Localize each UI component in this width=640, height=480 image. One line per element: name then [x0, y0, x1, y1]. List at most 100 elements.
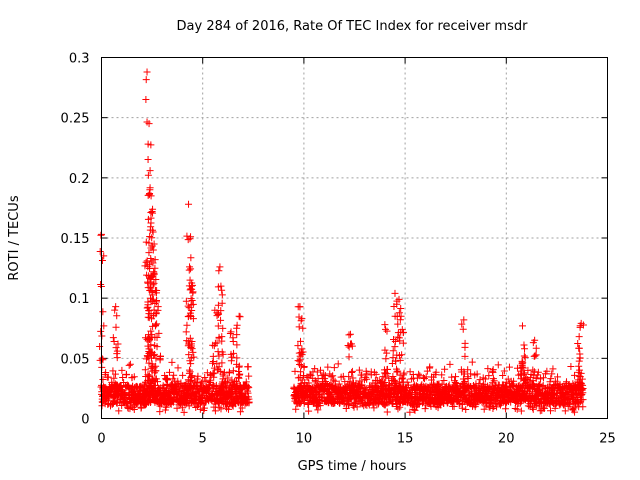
data-point: [393, 300, 401, 308]
data-point: [142, 96, 150, 104]
data-point: [358, 371, 366, 379]
chart-title: Day 284 of 2016, Rate Of TEC Index for r…: [177, 19, 529, 34]
data-point: [415, 370, 423, 378]
data-point: [381, 369, 389, 377]
data-point: [153, 320, 161, 328]
data-point: [355, 366, 363, 374]
data-point: [145, 120, 153, 128]
data-point: [201, 374, 209, 382]
data-point: [215, 267, 223, 275]
data-point: [112, 344, 120, 352]
data-point: [157, 353, 165, 361]
data-point: [575, 372, 583, 380]
data-point: [517, 370, 525, 378]
data-point: [440, 377, 448, 385]
data-point: [579, 321, 587, 329]
data-point: [144, 353, 152, 361]
data-point: [346, 330, 354, 338]
data-point: [521, 353, 529, 361]
data-point: [571, 371, 579, 379]
data-point: [464, 366, 472, 374]
data-point: [390, 376, 398, 384]
data-point: [227, 382, 235, 390]
data-point: [577, 384, 585, 392]
data-point: [143, 68, 151, 76]
y-tick-label: 0.05: [61, 352, 90, 367]
data-point: [415, 400, 423, 408]
data-point: [546, 378, 554, 386]
data-point: [494, 361, 502, 369]
data-point: [217, 382, 225, 390]
data-point: [126, 360, 134, 368]
data-point: [520, 352, 528, 360]
data-point: [149, 246, 157, 254]
data-point: [214, 322, 222, 330]
data-point: [398, 326, 406, 334]
data-point: [416, 372, 424, 380]
data-point: [521, 377, 529, 385]
data-point: [450, 403, 458, 411]
data-point: [186, 378, 194, 386]
data-point: [189, 300, 197, 308]
data-point: [186, 311, 194, 319]
data-point: [141, 366, 149, 374]
data-point: [187, 343, 195, 351]
data-point: [142, 258, 150, 266]
data-point: [148, 348, 156, 356]
data-point: [383, 327, 391, 335]
data-point: [395, 295, 403, 303]
data-point: [534, 368, 542, 376]
data-point: [153, 334, 161, 342]
data-point: [381, 378, 389, 386]
data-point: [112, 303, 120, 311]
data-point: [372, 370, 380, 378]
data-point: [229, 334, 237, 342]
data-point: [188, 297, 196, 305]
data-point: [551, 404, 559, 412]
data-point: [97, 231, 105, 239]
data-point: [391, 343, 399, 351]
data-point: [141, 262, 149, 270]
data-point: [152, 275, 160, 283]
data-point: [238, 389, 246, 397]
data-point: [389, 354, 397, 362]
data-point: [113, 312, 121, 320]
data-point: [530, 368, 538, 376]
data-point: [236, 313, 244, 321]
plot-frame: [101, 57, 608, 419]
data-point: [187, 233, 195, 241]
y-tick-label: 0.15: [61, 232, 90, 247]
data-point: [399, 339, 407, 347]
data-point: [349, 374, 357, 382]
data-point: [130, 373, 138, 381]
y-tick-label: 0.3: [69, 52, 90, 67]
data-point: [489, 366, 497, 374]
data-point: [152, 321, 160, 329]
data-point: [125, 361, 133, 369]
data-point: [321, 372, 329, 380]
data-point: [461, 352, 469, 360]
data-point: [540, 404, 548, 412]
data-point: [519, 380, 527, 388]
data-point: [529, 404, 537, 412]
data-point: [214, 283, 222, 291]
data-point: [245, 398, 253, 406]
data-point: [292, 405, 300, 413]
data-point: [510, 377, 518, 385]
data-point: [104, 373, 112, 381]
data-point: [110, 374, 118, 382]
data-point: [144, 171, 152, 179]
data-point: [145, 349, 153, 357]
data-point: [472, 401, 480, 409]
data-point: [500, 367, 508, 375]
data-point: [229, 367, 237, 375]
data-point: [113, 354, 121, 362]
data-point: [99, 308, 107, 316]
data-point: [150, 279, 158, 287]
x-tick-labels: 0 5 10 15 20 25: [97, 432, 615, 447]
data-point: [518, 322, 526, 330]
data-point: [392, 379, 400, 387]
data-point: [519, 364, 527, 372]
data-point: [532, 344, 540, 352]
data-point: [554, 373, 562, 381]
